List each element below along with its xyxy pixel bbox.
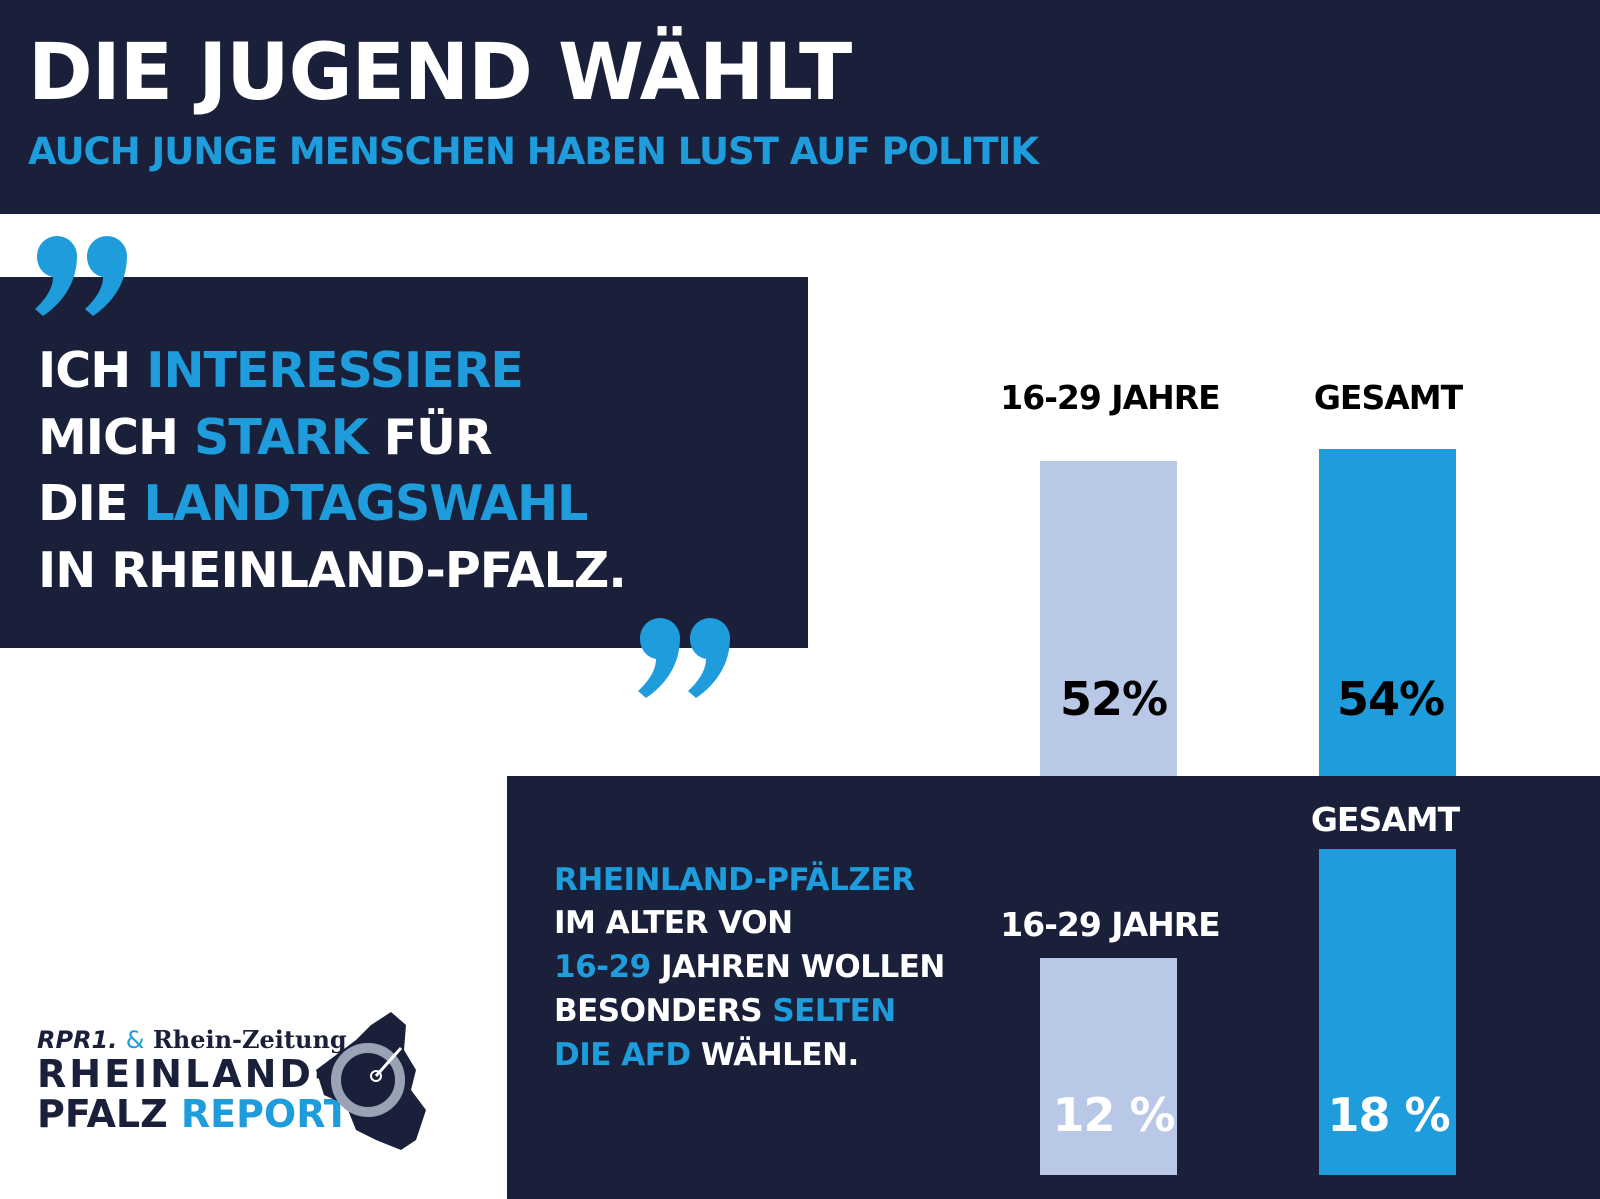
chart2-category-label: GESAMT xyxy=(1310,800,1460,839)
chart1-bar-16-29 xyxy=(1040,460,1177,776)
page-subtitle: AUCH JUNGE MENSCHEN HABEN LUST AUF POLIT… xyxy=(28,130,1039,173)
chart2-bar-16-29 xyxy=(1040,957,1177,1175)
header-banner: DIE JUGEND WÄHLT AUCH JUNGE MENSCHEN HAB… xyxy=(0,0,1600,214)
statement-line: BESONDERS SELTEN xyxy=(554,993,896,1029)
quote-box xyxy=(0,277,808,648)
statement-line: DIE AFD WÄHLEN. xyxy=(554,1037,859,1073)
quote-line: IN RHEINLAND-PFALZ. xyxy=(38,542,627,599)
chart2-value-label: 18 % xyxy=(1327,1088,1450,1142)
statement-line: IM ALTER VON xyxy=(554,905,793,941)
quote-line: MICH STARK FÜR xyxy=(38,409,493,466)
quote-line: ICH INTERESSIERE xyxy=(38,342,524,399)
statement-line: 16-29 JAHREN WOLLEN xyxy=(554,949,945,985)
chart1-category-label: GESAMT xyxy=(1313,378,1463,417)
rhineland-map-gauge-icon xyxy=(316,1012,426,1150)
chart2-value-label: 12 % xyxy=(1052,1088,1175,1142)
chart1-category-label: 16-29 JAHRE xyxy=(1000,378,1220,417)
page-title: DIE JUGEND WÄHLT xyxy=(28,28,852,118)
statement-line: RHEINLAND-PFÄLZER xyxy=(554,862,915,898)
chart2-bar-gesamt xyxy=(1319,849,1456,1175)
close-quote-icon: ” xyxy=(638,618,730,698)
quote-line: DIE LANDTAGSWAHL xyxy=(38,475,588,532)
chart1-value-label: 52% xyxy=(1059,672,1168,726)
open-quote-icon: ” xyxy=(35,236,127,316)
chart1-bar-gesamt xyxy=(1319,448,1456,776)
rpr1-rheinzeitung-logo: RPR1. & Rhein-Zeitung RHEINLAND- PFALZ R… xyxy=(37,1025,350,1136)
chart2-category-label: 16-29 JAHRE xyxy=(1000,905,1220,944)
chart1-value-label: 54% xyxy=(1336,672,1445,726)
